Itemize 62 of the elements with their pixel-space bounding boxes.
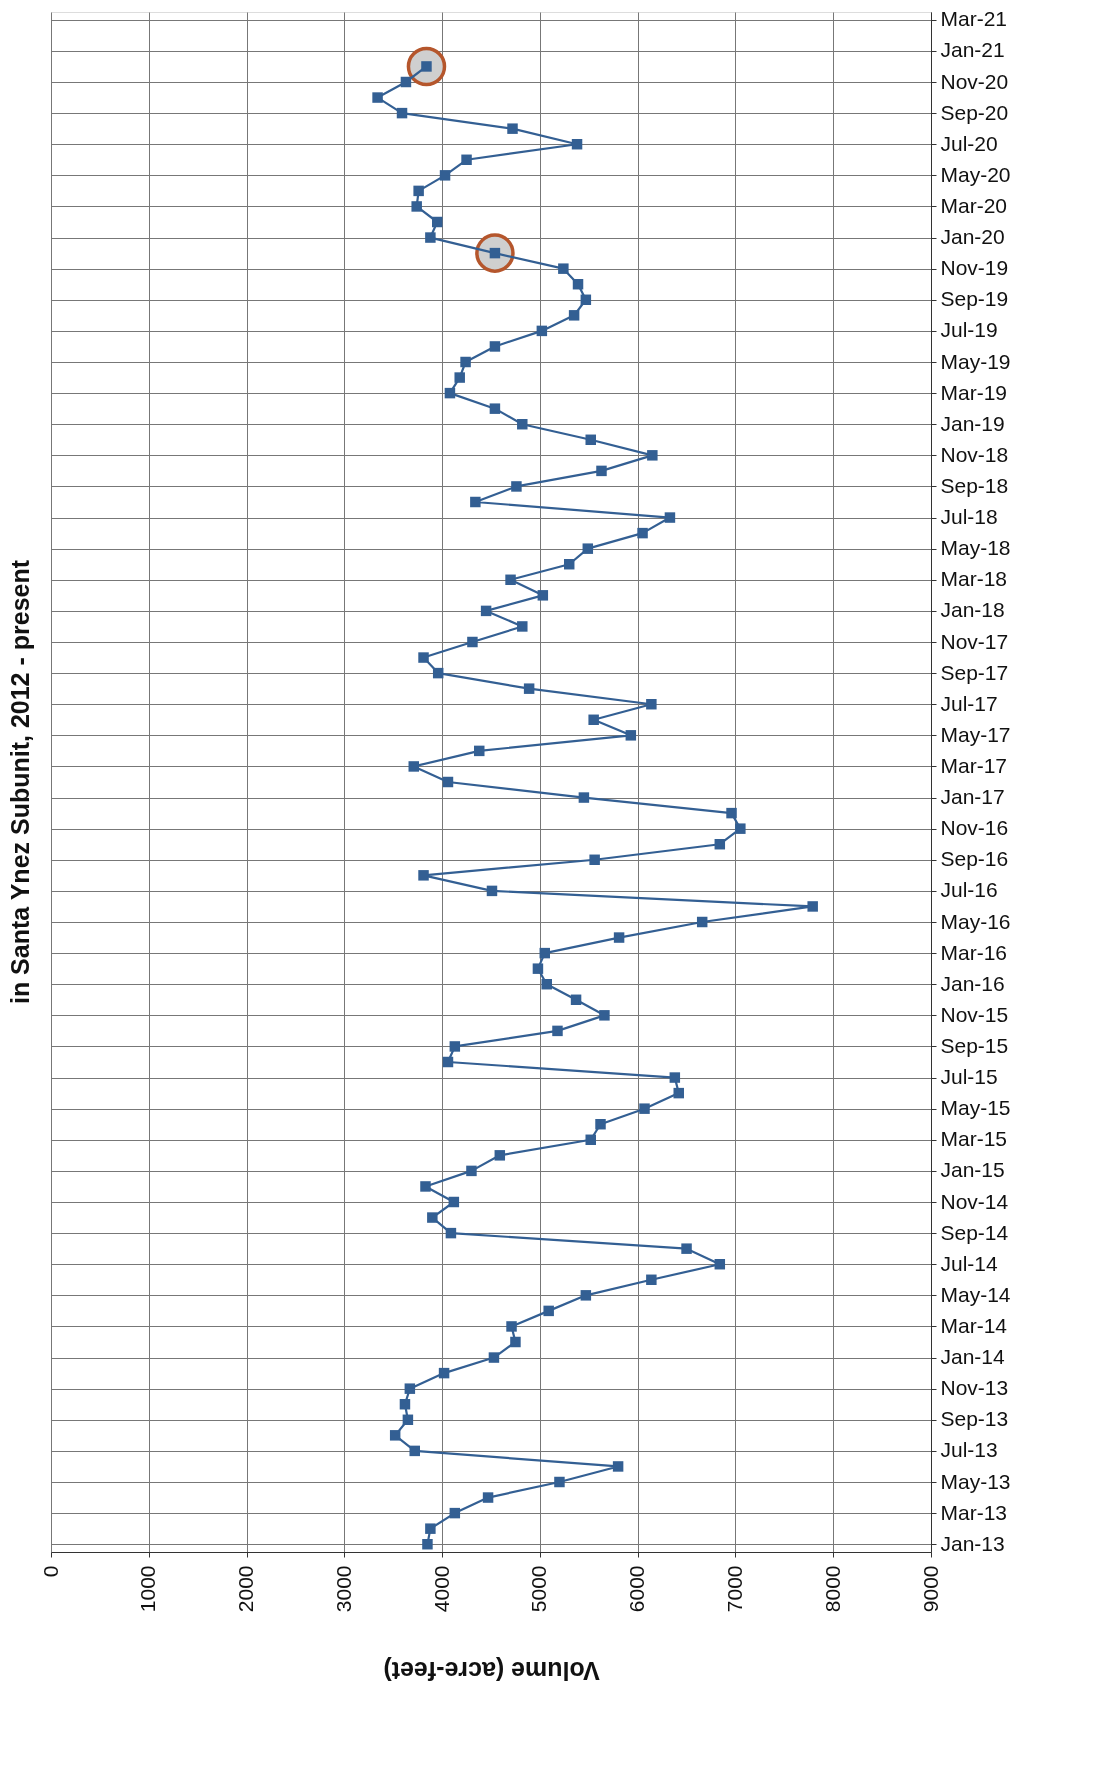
x-tick-label: 2000: [234, 1565, 258, 1613]
y-tick-label: Nov-20: [940, 69, 1009, 93]
y-tick-label: Jan-17: [940, 785, 1005, 809]
y-tick-label: Sep-18: [940, 473, 1009, 497]
y-tick-label: May-17: [940, 722, 1011, 746]
y-tick-label: Jan-16: [940, 971, 1005, 995]
y-tick-label: Sep-19: [940, 287, 1009, 311]
x-axis-title: Volume (acre-feet): [383, 1657, 600, 1686]
y-tick-label: May-18: [940, 536, 1011, 560]
y-tick-label: Jan-20: [940, 225, 1005, 249]
y-tick-label: Jul-18: [940, 505, 998, 529]
y-tick-label: Sep-17: [940, 660, 1009, 684]
y-tick-label: Jul-19: [940, 318, 998, 342]
y-tick-label: Sep-14: [940, 1220, 1009, 1244]
y-tick-label: Mar-21: [940, 7, 1008, 31]
x-tick-label: 8000: [820, 1565, 844, 1613]
x-tick-label: 5000: [527, 1565, 551, 1613]
y-tick-label: Jul-14: [940, 1251, 999, 1275]
y-tick-label: Mar-19: [940, 380, 1008, 404]
y-tick-label: Jan-18: [940, 598, 1005, 622]
y-tick-label: Jan-14: [940, 1345, 1006, 1369]
y-tick-label: Mar-16: [940, 940, 1008, 964]
y-tick-label: May-14: [940, 1282, 1011, 1306]
y-tick-label: Nov-14: [940, 1189, 1009, 1213]
y-tick-label: Jul-17: [940, 691, 998, 715]
y-tick-label: Sep-13: [940, 1407, 1009, 1431]
y-tick-label: Sep-16: [940, 847, 1009, 871]
y-tick-label: Jan-21: [940, 38, 1005, 62]
x-tick-label: 9000: [918, 1565, 942, 1613]
y-tick-label: Jan-19: [940, 411, 1005, 435]
y-tick-label: Mar-17: [940, 753, 1008, 777]
y-tick-label: Mar-14: [940, 1313, 1008, 1337]
x-tick-label: 1000: [136, 1565, 160, 1613]
y-tick-label: Jul-15: [940, 1065, 998, 1089]
y-tick-label: Mar-20: [940, 193, 1008, 217]
y-tick-label: Jul-16: [940, 878, 998, 902]
y-tick-label: Mar-13: [940, 1500, 1008, 1524]
y-tick-label: Sep-20: [940, 100, 1009, 124]
y-tick-label: Nov-17: [940, 629, 1009, 653]
y-tick-label: Jul-13: [940, 1438, 998, 1462]
y-tick-label: Nov-19: [940, 256, 1009, 280]
x-tick-label: 4000: [429, 1565, 453, 1613]
y-tick-label: Nov-15: [940, 1002, 1009, 1026]
y-tick-label: Nov-13: [940, 1376, 1009, 1400]
y-tick-label: May-13: [940, 1469, 1011, 1493]
y-tick-label: Mar-15: [940, 1127, 1008, 1151]
y-tick-label: Sep-15: [940, 1033, 1009, 1057]
x-tick-label: 0: [38, 1565, 62, 1578]
x-tick-label: 3000: [331, 1565, 355, 1613]
y-tick-label: May-15: [940, 1096, 1011, 1120]
y-tick-label: Jul-20: [940, 131, 998, 155]
y-tick-label: Nov-16: [940, 816, 1009, 840]
y-tick-label: Jan-13: [940, 1531, 1005, 1555]
x-tick-label: 7000: [722, 1565, 746, 1613]
x-tick-label: 6000: [625, 1565, 649, 1613]
y-tick-label: May-16: [940, 909, 1011, 933]
y-tick-label: Mar-18: [940, 567, 1008, 591]
text: in Santa Ynez Subunit, 2012 - present: [6, 559, 34, 1005]
y-tick-label: Jan-15: [940, 1158, 1005, 1182]
y-tick-label: May-20: [940, 162, 1011, 186]
y-tick-label: Nov-18: [940, 442, 1009, 466]
y-tick-label: May-19: [940, 349, 1011, 373]
